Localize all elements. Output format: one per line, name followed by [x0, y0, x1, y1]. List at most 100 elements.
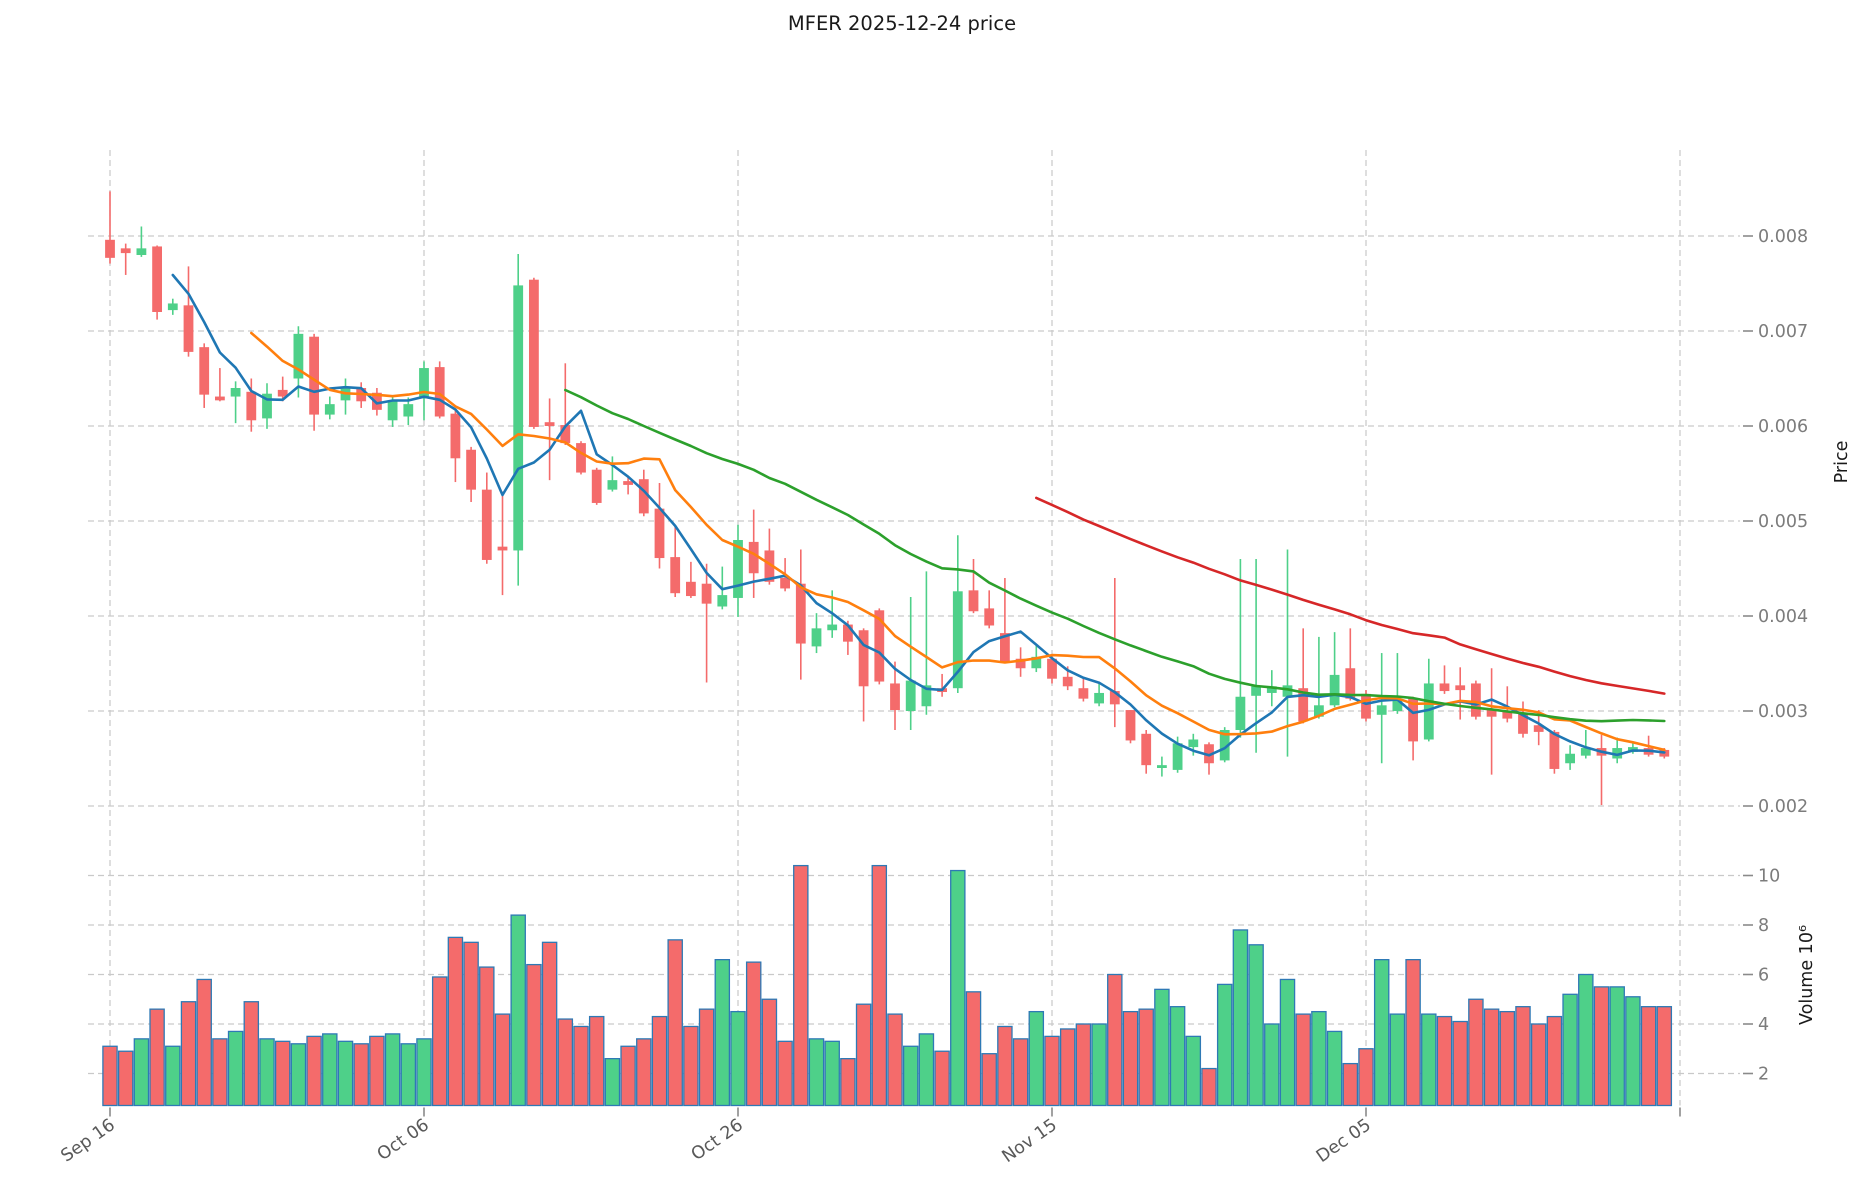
candle-body: [136, 248, 147, 255]
candle-body: [905, 680, 916, 711]
candle-body: [513, 285, 524, 551]
chart-title: MFER 2025-12-24 price: [788, 12, 1016, 35]
date-tick-label: Sep 16: [58, 1115, 119, 1166]
candle-body: [560, 425, 571, 444]
candle-body: [1078, 688, 1089, 699]
candle-body: [1471, 683, 1481, 717]
candle-body: [1282, 685, 1293, 697]
candle-body: [152, 246, 162, 312]
ma-line-ma30: [563, 388, 1666, 723]
candle-body: [1533, 725, 1544, 732]
volume-bar: [1452, 1020, 1468, 1107]
candles-layer: [105, 191, 1670, 806]
volume-bar: [259, 1038, 275, 1107]
candle-body: [654, 508, 665, 559]
candle-body: [1502, 711, 1513, 719]
price-tick-label: 0.002: [1758, 797, 1808, 817]
volume-tick-label: 4: [1758, 1015, 1769, 1035]
ma-line-ma10: [250, 331, 1666, 752]
price-axis-title: Price: [1832, 441, 1852, 484]
volume-bar: [777, 1040, 793, 1107]
volume-bar: [1264, 1023, 1280, 1107]
candle-body: [748, 541, 759, 574]
ma-line-ma5: [171, 273, 1666, 757]
volume-bar: [1232, 929, 1249, 1107]
volume-bar: [887, 1013, 903, 1107]
volume-bar: [1138, 1008, 1154, 1107]
volume-bar: [1483, 1008, 1500, 1107]
volume-bar: [604, 1058, 621, 1107]
candle-body: [262, 393, 272, 419]
volume-bar: [510, 914, 526, 1107]
volume-tick-label: 2: [1758, 1065, 1769, 1085]
volume-bar: [227, 1030, 244, 1107]
volume-bar: [1091, 1023, 1107, 1107]
candle-body: [623, 481, 633, 485]
candle-body: [968, 590, 979, 612]
candle-body: [827, 624, 838, 631]
volume-bar: [1640, 1006, 1657, 1107]
candle-body: [1392, 700, 1403, 711]
candle-body: [497, 546, 508, 551]
price-tick-label: 0.004: [1758, 607, 1808, 627]
candle-body: [1408, 698, 1418, 742]
candle-body: [1518, 712, 1528, 734]
volume-bar: [1342, 1062, 1359, 1107]
volume-bar: [1515, 1006, 1531, 1107]
volume-bar: [745, 961, 762, 1107]
volume-bar: [1185, 1035, 1202, 1107]
candle-body: [199, 347, 210, 395]
volume-bar: [918, 1033, 935, 1107]
date-tick-label: Oct 06: [374, 1115, 433, 1165]
ma-line-ma60: [1035, 496, 1666, 695]
volume-bar: [1593, 986, 1610, 1107]
volume-bar: [1169, 1006, 1186, 1107]
volume-tick-label: 8: [1758, 916, 1769, 936]
volume-bar: [808, 1038, 825, 1107]
volume-axis-title: Volume 10⁶: [1797, 925, 1817, 1025]
candle-body: [1565, 753, 1575, 764]
candle-body: [544, 422, 555, 426]
volume-bar: [1122, 1010, 1139, 1107]
candle-body: [701, 583, 712, 604]
candle-body: [795, 583, 806, 644]
candle-body: [686, 581, 696, 597]
candle-body: [1094, 692, 1104, 704]
volume-bar: [855, 1003, 872, 1107]
volume-bar: [1562, 993, 1578, 1107]
volume-bar: [306, 1035, 322, 1107]
candle-body: [1157, 765, 1167, 768]
volume-bar: [1295, 1013, 1311, 1107]
volume-bar: [149, 1008, 165, 1107]
price-tick-label: 0.003: [1758, 702, 1808, 722]
candle-body: [1266, 686, 1277, 693]
volume-bar: [102, 1045, 118, 1107]
candle-body: [183, 305, 194, 352]
volume-bar: [965, 991, 982, 1107]
candle-body: [387, 400, 398, 421]
axis-ticks-layer: [109, 235, 1753, 1117]
volume-bar: [1107, 973, 1123, 1107]
candle-body: [1251, 686, 1261, 696]
volume-bar: [1216, 983, 1233, 1107]
candle-body: [1376, 705, 1387, 715]
volume-bar: [1201, 1067, 1217, 1107]
date-tick-label: Nov 15: [999, 1115, 1061, 1167]
candle-body: [1314, 705, 1324, 717]
candle-body: [952, 591, 963, 689]
candle-body: [858, 630, 869, 687]
volume-bar: [400, 1043, 417, 1107]
volume-bar: [761, 998, 778, 1107]
volume-bar: [902, 1045, 919, 1107]
volume-bar: [1546, 1015, 1563, 1107]
volume-bar: [447, 936, 464, 1107]
volume-bar: [1499, 1010, 1516, 1107]
candle-body: [450, 413, 461, 459]
volume-bar: [479, 966, 495, 1107]
volume-bar: [714, 959, 731, 1107]
candle-body: [1298, 688, 1309, 722]
candle-body: [277, 389, 288, 397]
candle-body: [1235, 696, 1246, 730]
